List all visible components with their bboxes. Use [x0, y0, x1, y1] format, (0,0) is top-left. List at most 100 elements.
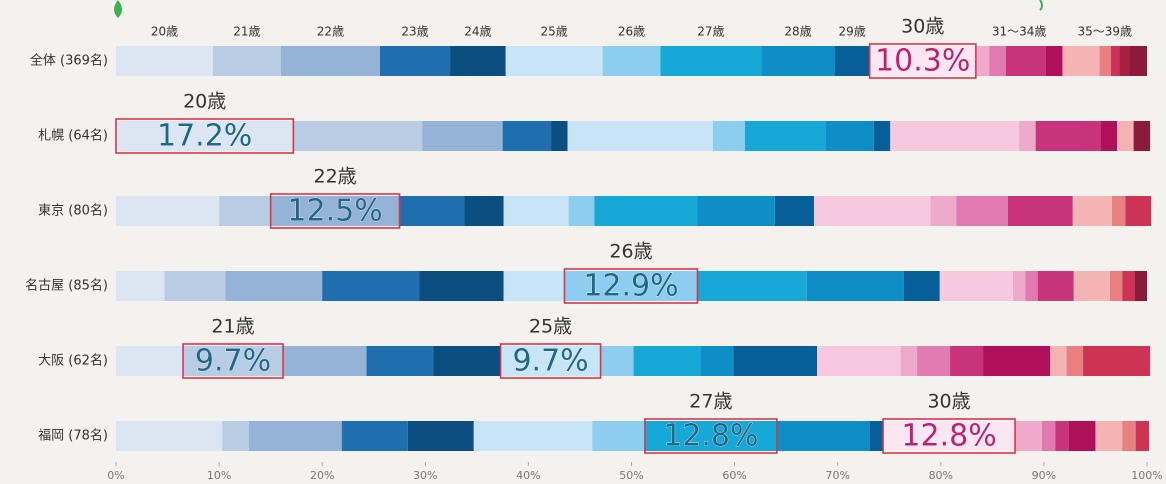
bar-segment	[644, 421, 777, 451]
bar-segment	[500, 346, 601, 376]
bar-segment	[1037, 271, 1074, 301]
bar-segment	[900, 346, 918, 376]
callout-age: 27歳	[689, 391, 732, 413]
bar-segment	[1073, 271, 1110, 301]
x-tick-label: 10%	[207, 469, 231, 482]
bar-segment	[433, 346, 501, 376]
bar-segment	[975, 46, 990, 76]
category-label: 札幌 (64名)	[38, 128, 108, 144]
bar-segment	[366, 346, 434, 376]
bar-segment	[1066, 346, 1084, 376]
x-tick-label: 70%	[825, 469, 849, 482]
callout-box	[644, 418, 778, 454]
series-label: 24歳	[464, 25, 491, 39]
bar-segment	[1133, 121, 1151, 151]
bar-segment	[116, 421, 223, 451]
bar-segment	[1122, 271, 1135, 301]
bar-segment	[1129, 46, 1147, 76]
x-tick-label: 60%	[722, 469, 746, 482]
category-label: 名古屋 (85名)	[25, 278, 108, 294]
bar-segment	[834, 46, 870, 76]
callout-age: 20歳	[183, 91, 226, 113]
bar-segment	[1005, 46, 1046, 76]
bar-segment	[712, 121, 745, 151]
bar-segment	[817, 346, 901, 376]
bar-segment	[956, 196, 1008, 226]
x-tick-label: 20%	[310, 469, 334, 482]
bar-segment	[1135, 421, 1150, 451]
bar-segment	[930, 196, 957, 226]
series-label: 20歳	[151, 25, 178, 39]
callout-age: 22歳	[313, 166, 356, 188]
bar-segment	[280, 46, 380, 76]
bar-segment	[283, 346, 367, 376]
bar-segment	[116, 46, 213, 76]
category-label: 全体 (369名)	[30, 53, 108, 69]
bar-segment	[1117, 121, 1134, 151]
bar-segment	[1134, 271, 1147, 301]
bar-segment	[774, 196, 814, 226]
series-label: 26歳	[618, 25, 645, 39]
bar-segment	[1095, 421, 1123, 451]
bar-segment	[116, 196, 220, 226]
series-label: 21歳	[233, 25, 260, 39]
category-label: 東京 (80名)	[38, 203, 108, 219]
callout-box	[499, 343, 602, 379]
bar-segment	[1072, 196, 1112, 226]
series-label: 27歳	[697, 25, 724, 39]
bar-segment	[660, 46, 762, 76]
bar-segment	[1025, 271, 1038, 301]
callout-age: 25歳	[529, 316, 572, 338]
bar-segment	[1068, 421, 1096, 451]
bar-segment	[473, 421, 593, 451]
series-label: 23歳	[401, 25, 428, 39]
bar-segment	[983, 346, 1051, 376]
bar-segment	[600, 346, 634, 376]
series-label: 22歳	[317, 25, 344, 39]
bar-segment	[806, 271, 904, 301]
bar-segment	[1083, 346, 1151, 376]
bar-segment	[1125, 196, 1152, 226]
bar-segment	[116, 346, 184, 376]
x-tick-label: 40%	[516, 469, 540, 482]
bar-segment	[567, 121, 713, 151]
bar-segment	[293, 121, 423, 151]
bar-segment	[1007, 196, 1073, 226]
callout-value: 12.5%	[287, 194, 382, 229]
bar-segment	[464, 196, 504, 226]
bar-segment	[503, 271, 565, 301]
group-label: 35〜39歳	[1077, 25, 1132, 39]
bar-segment	[950, 346, 984, 376]
callout-box	[882, 418, 1016, 454]
x-tick-label: 30%	[413, 469, 437, 482]
callout-box	[115, 118, 295, 154]
callout-age: 21歳	[211, 316, 254, 338]
callout-value: 9.7%	[195, 344, 271, 379]
bar-segment	[505, 46, 603, 76]
bar-segment	[903, 271, 940, 301]
bar-segment	[1035, 121, 1101, 151]
bar-segment	[322, 271, 420, 301]
bar-segment	[222, 421, 249, 451]
x-tick-label: 50%	[619, 469, 643, 482]
callout-value: 17.2%	[157, 119, 252, 154]
bar-segment	[1012, 271, 1026, 301]
bar-segment	[602, 46, 661, 76]
bar-segment	[594, 196, 698, 226]
bar-segment	[564, 271, 698, 301]
bar-segment	[341, 421, 408, 451]
bar-segment	[270, 196, 400, 226]
bar-segment	[1062, 46, 1100, 76]
bar-segment	[248, 421, 342, 451]
bar-segment	[697, 196, 775, 226]
leaf-decoration	[1039, 0, 1043, 11]
bar-segment	[592, 421, 645, 451]
bar-segment	[1015, 421, 1042, 451]
bar-segment	[164, 271, 226, 301]
callout-box	[563, 268, 699, 304]
callout-box	[868, 43, 977, 79]
bar-segment	[1110, 46, 1120, 76]
x-tick-label: 100%	[1131, 469, 1162, 482]
bar-segment	[225, 271, 323, 301]
callout-value: 9.7%	[512, 344, 588, 379]
